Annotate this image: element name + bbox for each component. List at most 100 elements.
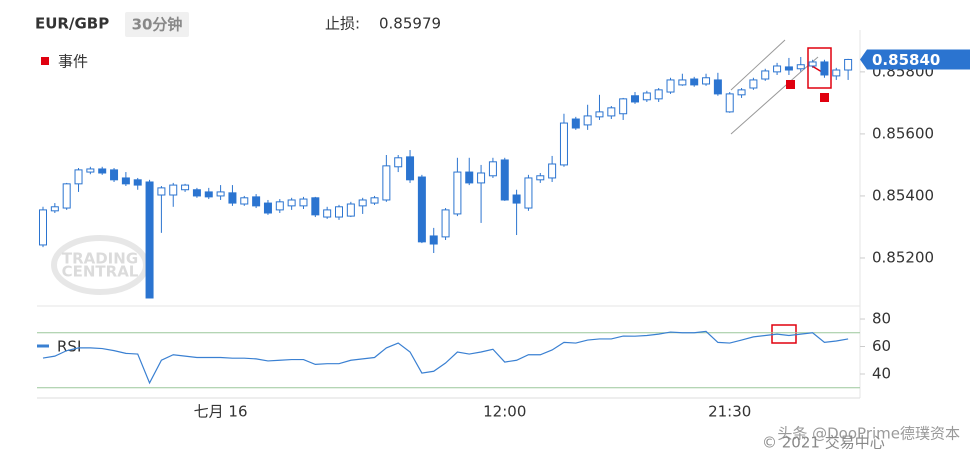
candle-body <box>773 65 782 73</box>
highlight-box <box>771 324 797 344</box>
candle-body <box>808 61 817 67</box>
candle-body <box>761 70 770 80</box>
candle-body <box>548 163 557 179</box>
candle-body <box>536 175 545 181</box>
candle-body <box>524 177 533 209</box>
source-watermark: 头条 @DooPrime德璞资本 <box>777 425 960 443</box>
channel-line <box>730 39 786 91</box>
legend-label: RSI <box>57 338 81 356</box>
candle-body <box>382 165 391 201</box>
candle-body <box>784 66 793 71</box>
y-tick-label: 0.85400 <box>872 186 934 204</box>
legend-swatch <box>41 57 49 65</box>
stop-loss: 0.85979 <box>379 15 441 33</box>
candle-body <box>678 79 687 86</box>
candle-body <box>204 191 213 198</box>
symbol: EUR/GBP <box>35 15 109 33</box>
candle-body <box>181 184 190 191</box>
candle-body <box>323 209 332 218</box>
candle-body <box>346 203 355 217</box>
candle-body <box>169 184 178 196</box>
candle-body <box>110 169 119 181</box>
candle-body <box>631 95 639 103</box>
rsi-line <box>42 330 849 385</box>
candle-body <box>216 191 225 197</box>
candle-body <box>417 176 426 243</box>
event-marker[interactable] <box>820 93 829 102</box>
candle-body <box>465 171 474 184</box>
candle-body <box>559 122 568 166</box>
candle-body <box>654 89 663 100</box>
candle-body <box>157 187 166 196</box>
candle-body <box>62 183 71 209</box>
legend-label: 事件 <box>58 53 88 71</box>
candle-body <box>50 206 59 212</box>
candle-body <box>299 198 308 207</box>
last-price-box <box>860 49 970 70</box>
x-tick-label: 七月 16 <box>194 403 248 421</box>
y-tick-label: 0.85600 <box>872 124 934 142</box>
candle-body <box>477 172 486 184</box>
candle-body <box>287 199 296 207</box>
candle-body <box>571 118 580 129</box>
candle-body <box>512 194 521 204</box>
candle-body <box>690 78 699 86</box>
highlight-box <box>807 47 832 89</box>
timeframe-box[interactable] <box>125 12 189 37</box>
y-tick-label: 0.85200 <box>872 248 934 266</box>
candle-body <box>358 199 367 207</box>
candle-body <box>86 168 95 173</box>
candle-body <box>725 93 734 113</box>
candle-body <box>335 206 343 218</box>
logo-text: TRADING <box>62 250 138 268</box>
stop-loss-label: 止损: <box>325 15 360 33</box>
candle-body <box>145 181 154 299</box>
copyright: © 2021 交易中心 <box>762 434 885 452</box>
candle-body <box>275 201 284 211</box>
candle-body <box>39 209 47 246</box>
candle-body <box>453 171 462 215</box>
candle-body <box>844 58 853 71</box>
candle-body <box>832 69 841 77</box>
candle-body <box>702 77 711 85</box>
x-tick-label: 21:30 <box>708 403 751 421</box>
event-marker[interactable] <box>786 80 795 89</box>
candle-body <box>607 107 616 117</box>
candle-body <box>820 61 829 76</box>
candle-body <box>583 115 592 126</box>
candle-body <box>595 111 604 118</box>
candle-body <box>240 197 249 205</box>
candle-body <box>121 177 130 185</box>
candle-body <box>406 156 415 181</box>
candle-body <box>642 92 651 101</box>
candle-body <box>263 202 272 214</box>
candle-body <box>311 197 320 216</box>
candle-body <box>370 197 379 204</box>
logo-text: CENTRAL <box>62 263 139 281</box>
candle-body <box>666 79 675 93</box>
candle-body <box>500 159 509 201</box>
candle-body <box>796 64 805 70</box>
candle-body <box>252 196 261 207</box>
candle-body <box>749 79 758 89</box>
candle-body <box>192 189 201 197</box>
candle-body <box>133 179 142 186</box>
candle-body <box>441 209 450 238</box>
y-tick-label: 40 <box>872 365 891 383</box>
candle-body <box>619 98 628 115</box>
candle-body <box>488 161 497 177</box>
x-tick-label: 12:00 <box>483 403 526 421</box>
candle-body <box>228 192 237 204</box>
last-price-label: 0.85840 <box>872 51 940 69</box>
candle-body <box>98 168 107 174</box>
candle-body <box>74 169 83 185</box>
timeframe[interactable]: 30分钟 <box>132 16 183 34</box>
candle-body <box>737 89 746 96</box>
y-tick-label: 80 <box>872 310 891 328</box>
candle-body <box>394 157 403 168</box>
candle-body <box>429 235 438 245</box>
candle-body <box>713 79 722 95</box>
y-tick-label: 60 <box>872 337 891 355</box>
